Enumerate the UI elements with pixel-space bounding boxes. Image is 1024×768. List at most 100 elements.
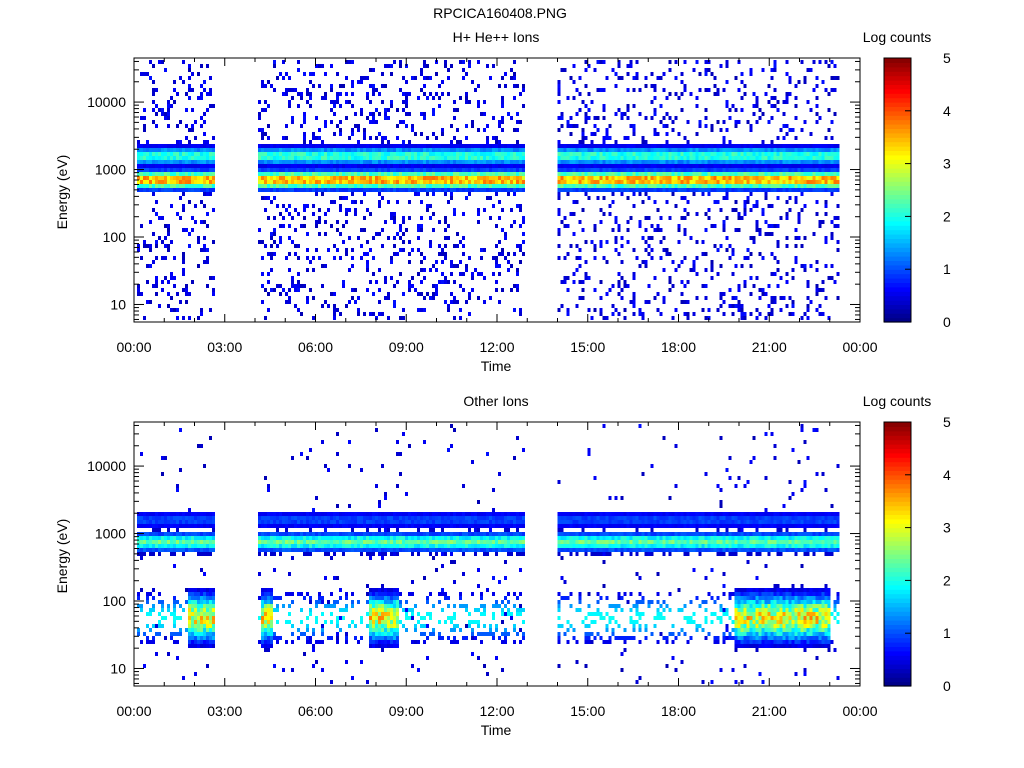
heatmap-cell: [788, 128, 792, 132]
heatmap-cell: [725, 164, 729, 168]
heatmap-cell: [179, 148, 182, 152]
heatmap-cell: [411, 76, 414, 80]
heatmap-cell: [471, 152, 474, 156]
heatmap-cell: [209, 188, 212, 192]
heatmap-cell: [182, 188, 185, 192]
heatmap-cell: [279, 180, 282, 184]
heatmap-cell: [806, 156, 810, 160]
heatmap-cell: [405, 100, 408, 104]
heatmap-cell: [836, 76, 840, 80]
heatmap-cell: [399, 184, 402, 188]
heatmap-cell: [809, 264, 813, 268]
heatmap-cell: [179, 184, 182, 188]
heatmap-cell: [683, 156, 687, 160]
heatmap-cell: [155, 632, 158, 636]
heatmap-cell: [140, 548, 143, 552]
heatmap-cell: [599, 188, 603, 192]
heatmap-cell: [656, 224, 660, 228]
heatmap-cell: [459, 164, 462, 168]
heatmap-cell: [191, 168, 194, 172]
heatmap-cell: [158, 188, 161, 192]
heatmap-cell: [441, 92, 444, 96]
heatmap-cell: [372, 152, 375, 156]
heatmap-cell: [516, 164, 519, 168]
heatmap-cell: [599, 312, 603, 316]
heatmap-cell: [264, 164, 267, 168]
heatmap-cell: [312, 72, 315, 76]
heatmap-cell: [185, 156, 188, 160]
heatmap-cell: [330, 100, 333, 104]
heatmap-cell: [659, 104, 663, 108]
heatmap-cell: [161, 164, 164, 168]
heatmap-cell: [767, 232, 771, 236]
heatmap-cell: [677, 132, 681, 136]
heatmap-cell: [662, 236, 666, 240]
heatmap-cell: [336, 160, 339, 164]
heatmap-cell: [185, 172, 188, 176]
heatmap-cell: [459, 284, 462, 288]
heatmap-cell: [453, 160, 456, 164]
heatmap-cell: [384, 172, 387, 176]
heatmap-cell: [731, 208, 735, 212]
heatmap-cell: [363, 188, 366, 192]
heatmap-cell: [312, 136, 315, 140]
heatmap-cell: [749, 168, 753, 172]
heatmap-cell: [453, 152, 456, 156]
heatmap-cell: [164, 188, 167, 192]
heatmap-cell: [164, 224, 167, 228]
heatmap-cell: [375, 188, 378, 192]
heatmap-cell: [345, 92, 348, 96]
heatmap-cell: [200, 632, 203, 636]
heatmap-cell: [602, 176, 606, 180]
heatmap-cell: [611, 160, 615, 164]
heatmap-cell: [206, 64, 209, 68]
heatmap-cell: [173, 608, 176, 612]
heatmap-cell: [773, 64, 777, 68]
heatmap-cell: [152, 540, 155, 544]
heatmap-cell: [731, 164, 735, 168]
heatmap-cell: [614, 248, 618, 252]
heatmap-cell: [261, 256, 264, 260]
heatmap-cell: [200, 180, 203, 184]
heatmap-cell: [752, 172, 756, 176]
heatmap-cell: [318, 168, 321, 172]
heatmap-cell: [375, 168, 378, 172]
heatmap-cell: [429, 76, 432, 80]
heatmap-cell: [456, 144, 459, 148]
heatmap-cell: [194, 536, 197, 540]
heatmap-cell: [516, 188, 519, 192]
heatmap-cell: [197, 188, 200, 192]
heatmap-cell: [429, 188, 432, 192]
heatmap-cell: [203, 540, 206, 544]
heatmap-cell: [429, 268, 432, 272]
heatmap-cell: [516, 160, 519, 164]
heatmap-cell: [179, 512, 182, 516]
heatmap-cell: [719, 160, 723, 164]
heatmap-cell: [827, 108, 831, 112]
heatmap-cell: [785, 176, 789, 180]
heatmap-cell: [146, 300, 149, 304]
heatmap-cell: [149, 176, 152, 180]
heatmap-cell: [402, 292, 405, 296]
heatmap-cell: [200, 608, 203, 612]
heatmap-cell: [297, 244, 300, 248]
heatmap-cell: [462, 180, 465, 184]
heatmap-cell: [330, 108, 333, 112]
heatmap-cell: [575, 180, 579, 184]
heatmap-cell: [167, 168, 170, 172]
heatmap-cell: [393, 184, 396, 188]
heatmap-cell: [575, 304, 579, 308]
heatmap-cell: [333, 256, 336, 260]
heatmap-cell: [408, 216, 411, 220]
heatmap-cell: [557, 184, 561, 188]
heatmap-cell: [143, 536, 146, 540]
heatmap-cell: [393, 152, 396, 156]
heatmap-cell: [656, 152, 660, 156]
heatmap-cell: [363, 172, 366, 176]
heatmap-cell: [611, 156, 615, 160]
heatmap-cell: [450, 172, 453, 176]
heatmap-cell: [390, 188, 393, 192]
heatmap-cell: [387, 168, 390, 172]
colorbar-step: [884, 286, 911, 292]
heatmap-cell: [203, 120, 206, 124]
